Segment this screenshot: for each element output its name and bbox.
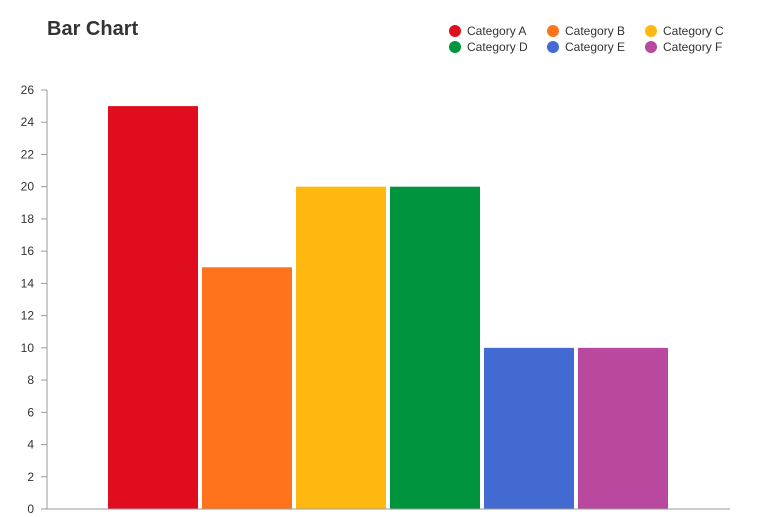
y-tick-label: 24: [21, 115, 35, 129]
y-tick-label: 8: [27, 373, 34, 387]
legend-label: Category C: [663, 24, 724, 38]
chart-title: Bar Chart: [47, 18, 138, 40]
legend-item-category-a[interactable]: Category A: [449, 24, 526, 38]
bar-category-e[interactable]: [484, 347, 574, 509]
legend-label: Category D: [467, 40, 528, 54]
y-tick-label: 12: [21, 309, 35, 323]
y-tick-label: 22: [21, 147, 35, 161]
y-tick-label: 20: [21, 180, 35, 194]
legend-item-category-b[interactable]: Category B: [547, 24, 625, 38]
bar-category-d[interactable]: [390, 186, 480, 509]
bar-category-b[interactable]: [202, 267, 292, 509]
legend: Category A Category B Category C Category D…: [449, 24, 724, 54]
y-tick-label: 26: [21, 83, 35, 97]
legend-label: Category F: [663, 40, 722, 54]
legend-item-category-f[interactable]: Category F: [645, 40, 722, 54]
legend-swatch: [449, 41, 461, 53]
legend-swatch: [645, 41, 657, 53]
bar-category-c[interactable]: [296, 186, 386, 509]
y-tick-label: 10: [21, 341, 35, 355]
legend-swatch: [645, 25, 657, 37]
legend-swatch: [547, 41, 559, 53]
y-tick-label: 4: [27, 438, 34, 452]
y-tick-label: 0: [27, 502, 34, 516]
bar-category-f[interactable]: [578, 347, 668, 509]
legend-item-category-c[interactable]: Category C: [645, 24, 724, 38]
y-tick-label: 16: [21, 244, 35, 258]
y-tick-label: 2: [27, 470, 34, 484]
legend-label: Category E: [565, 40, 625, 54]
legend-swatch: [449, 25, 461, 37]
y-tick-label: 6: [27, 405, 34, 419]
legend-item-category-d[interactable]: Category D: [449, 40, 528, 54]
legend-item-category-e[interactable]: Category E: [547, 40, 625, 54]
legend-label: Category B: [565, 24, 625, 38]
bar-category-a[interactable]: [108, 106, 198, 509]
bars: [108, 106, 668, 509]
y-tick-label: 14: [21, 276, 35, 290]
y-tick-label: 18: [21, 212, 35, 226]
legend-label: Category A: [467, 24, 526, 38]
legend-swatch: [547, 25, 559, 37]
